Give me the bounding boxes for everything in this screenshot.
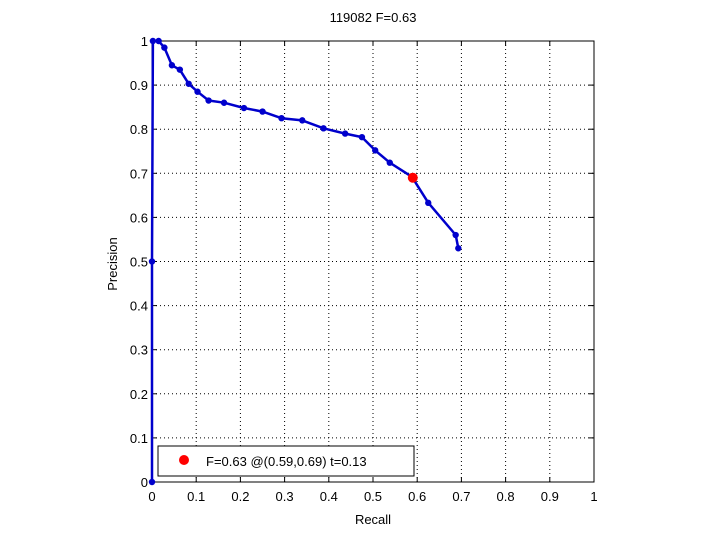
- y-tick-label: 0.7: [130, 166, 148, 181]
- pr-curve-point: [149, 37, 157, 45]
- x-tick-label: 0.9: [541, 489, 559, 504]
- pr-curve-point: [168, 62, 176, 69]
- x-tick-label: 0: [148, 489, 155, 504]
- pr-curve-point: [358, 133, 366, 141]
- chart-title: 119082 F=0.63: [330, 10, 417, 25]
- x-tick-label: 0.7: [452, 489, 470, 504]
- pr-curve-point: [176, 66, 184, 73]
- highlight-layer: [407, 172, 418, 183]
- pr-curve-point: [205, 97, 212, 104]
- y-tick-label: 0: [141, 475, 148, 490]
- y-tick-label: 0.5: [130, 255, 148, 270]
- y-tick-label: 1: [141, 34, 148, 49]
- pr-curve-point: [278, 114, 285, 122]
- pr-curve-point: [372, 147, 379, 154]
- y-tick-label: 0.1: [130, 431, 148, 446]
- pr-curve-point: [220, 99, 228, 106]
- y-tick-label: 0.6: [130, 210, 148, 225]
- x-tick-label: 0.3: [276, 489, 294, 504]
- x-tick-label: 0.5: [364, 489, 382, 504]
- y-tick-labels: 0 0.1 0.2 0.3 0.4 0.5 0.6 0.7 0.8 0.9 1: [130, 34, 148, 490]
- pr-curve-point: [148, 258, 156, 265]
- legend-marker: [179, 455, 189, 465]
- pr-curve-point: [259, 108, 266, 115]
- best-f-point: [407, 172, 418, 183]
- pr-curve-point: [161, 44, 168, 51]
- y-axis-label: Precision: [105, 237, 120, 290]
- legend: F=0.63 @(0.59,0.69) t=0.13: [157, 445, 415, 477]
- y-tick-label: 0.2: [130, 387, 148, 402]
- x-tick-label: 0.4: [320, 489, 338, 504]
- y-tick-label: 0.9: [130, 78, 148, 93]
- y-tick-label: 0.8: [130, 122, 148, 137]
- pr-curve-point: [185, 80, 192, 87]
- pr-curve-point: [320, 125, 327, 132]
- pr-curve-point: [155, 37, 162, 45]
- grid-lines: [152, 41, 594, 482]
- x-tick-labels: 0 0.1 0.2 0.3 0.4 0.5 0.6 0.7 0.8 0.9 1: [148, 489, 597, 504]
- series-layer: [148, 37, 462, 486]
- x-tick-label: 0.2: [231, 489, 249, 504]
- legend-label: F=0.63 @(0.59,0.69) t=0.13: [206, 454, 367, 469]
- pr-curve-point: [425, 199, 432, 207]
- pr-curve-point: [341, 130, 349, 137]
- pr-curve-point: [240, 104, 248, 112]
- pr-curve-point: [455, 245, 462, 252]
- pr-curve-point: [386, 159, 393, 166]
- legend-box: [157, 445, 415, 477]
- x-tick-label: 0.6: [408, 489, 426, 504]
- x-tick-label: 0.8: [497, 489, 515, 504]
- x-axis-label: Recall: [355, 512, 391, 527]
- x-tick-label: 1: [590, 489, 597, 504]
- pr-curve-point: [452, 231, 459, 239]
- pr-curve-point: [194, 88, 201, 95]
- pr-curve-point: [299, 117, 306, 124]
- x-tick-label: 0.1: [187, 489, 205, 504]
- y-tick-label: 0.4: [130, 299, 148, 314]
- pr-curve-point: [148, 478, 156, 486]
- y-tick-label: 0.3: [130, 343, 148, 358]
